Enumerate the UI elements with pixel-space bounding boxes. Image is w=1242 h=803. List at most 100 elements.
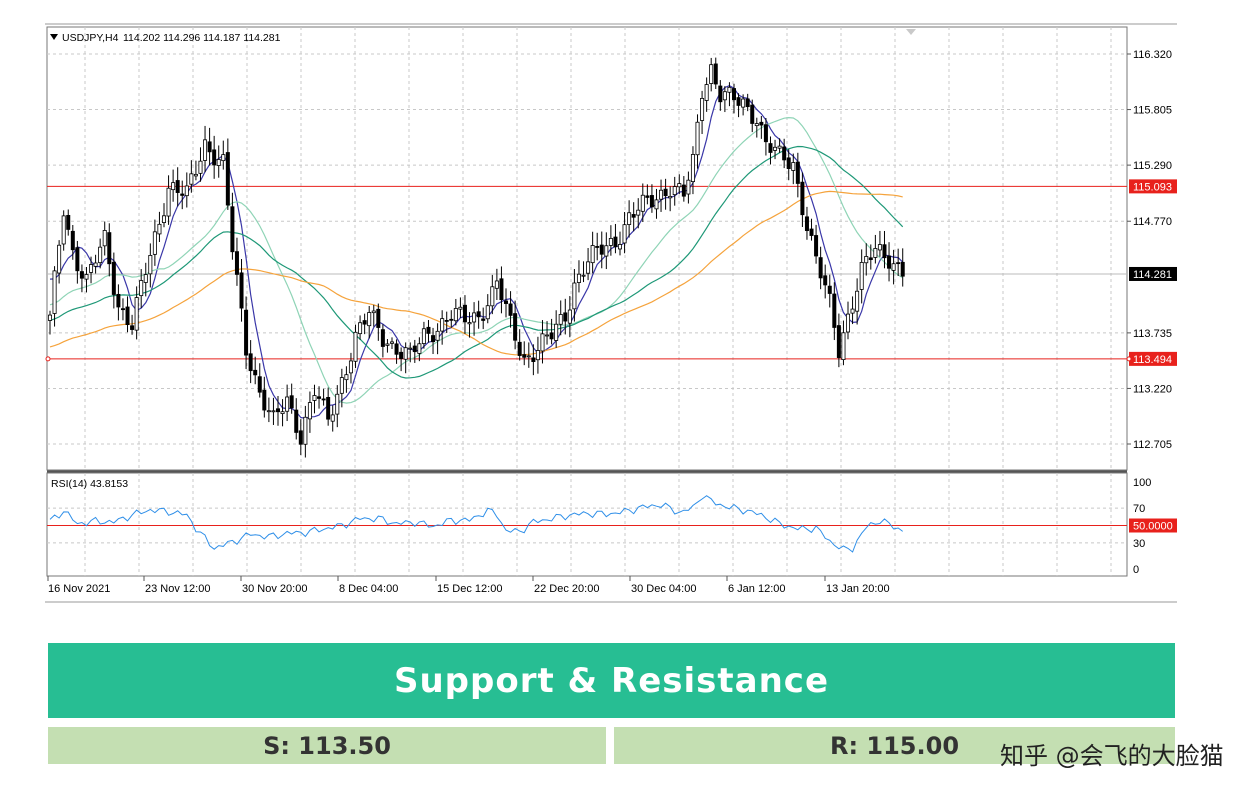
candle-body <box>508 303 513 316</box>
candle-body <box>777 145 782 149</box>
candle-body <box>645 195 650 198</box>
candle-body <box>882 244 887 259</box>
x-tick-label: 15 Dec 12:00 <box>437 583 502 595</box>
ma-long-line <box>49 190 903 356</box>
candle-body <box>216 159 221 166</box>
candle-body <box>426 326 431 334</box>
main-pane <box>46 26 1128 471</box>
candle-body <box>139 280 144 297</box>
candle-body <box>800 181 805 216</box>
candle-body <box>476 311 481 318</box>
candle-body <box>855 290 860 312</box>
candle-body <box>572 282 577 310</box>
candle-body <box>52 270 57 314</box>
ohlc-header: 114.202 114.296 114.187 114.281 <box>123 32 281 44</box>
candle-body <box>827 285 832 294</box>
candle-body <box>70 230 75 251</box>
candle-body <box>239 272 244 309</box>
candle-body <box>230 206 235 253</box>
candle-body <box>98 246 103 264</box>
candle-body <box>763 124 768 143</box>
candle-body <box>431 335 436 343</box>
candle-body <box>768 143 773 153</box>
candle-body <box>864 256 869 264</box>
candle-body <box>613 236 618 248</box>
candle-body <box>773 146 778 151</box>
watermark-text: 知乎 @会飞的大脸猫 <box>1000 742 1224 770</box>
level-label: 113.494 <box>1133 354 1172 366</box>
candle-body <box>663 188 668 197</box>
candle-body <box>513 313 518 341</box>
collapse-triangle-icon[interactable] <box>50 34 58 40</box>
candle-body <box>394 343 399 355</box>
candle-body <box>859 262 864 290</box>
candle-body <box>522 354 527 358</box>
candle-body <box>649 195 654 208</box>
candle-body <box>887 255 892 269</box>
candle-body <box>718 85 723 103</box>
candle-body <box>526 355 531 358</box>
candle-body <box>166 187 171 217</box>
candle-body <box>462 304 467 323</box>
ma-fast-line <box>49 85 904 420</box>
candle-body <box>421 328 426 344</box>
ma-mid-line <box>49 116 904 404</box>
candle-body <box>303 416 308 445</box>
y-tick-label: 115.290 <box>1133 160 1172 172</box>
candle-body <box>732 88 737 101</box>
candle-body <box>809 228 814 236</box>
x-tick-label: 8 Dec 04:00 <box>339 583 398 595</box>
candle-body <box>499 278 504 301</box>
candle-body <box>57 244 62 274</box>
candles <box>48 57 905 458</box>
candle-body <box>668 195 673 199</box>
candle-body <box>622 224 627 244</box>
candle-body <box>207 141 212 153</box>
candle-body <box>417 343 422 354</box>
candle-body <box>266 410 271 413</box>
current-price-badge <box>1129 266 1177 281</box>
candle-body <box>157 223 162 235</box>
candle-body <box>654 199 659 210</box>
candle-body <box>535 350 540 361</box>
ma-slow-line <box>49 145 904 379</box>
candle-body <box>440 318 445 332</box>
candle-body <box>171 182 176 191</box>
candle-body <box>198 160 203 174</box>
level-anchor <box>1126 356 1132 362</box>
candle-body <box>180 193 185 196</box>
candle-body <box>262 389 267 411</box>
candle-body <box>759 121 764 126</box>
candle-body <box>116 293 121 308</box>
candle-body <box>818 257 823 279</box>
candle-body <box>540 333 545 352</box>
candle-body <box>795 161 800 184</box>
rsi-axis: 100 70 30 0 50.0000 <box>1129 477 1177 576</box>
banner-title: Support & Resistance <box>393 660 830 701</box>
candle-body <box>335 393 340 415</box>
candle-body <box>280 411 285 415</box>
candle-body <box>517 341 522 356</box>
rsi-tick-label: 30 <box>1133 538 1145 550</box>
candle-body <box>93 262 98 267</box>
candle-body <box>444 320 449 322</box>
candle-body <box>704 84 709 101</box>
candle-body <box>248 353 253 372</box>
candle-body <box>868 257 873 260</box>
candle-body <box>453 308 458 322</box>
candle-body <box>814 235 819 257</box>
candle-body <box>700 97 705 121</box>
candle-body <box>850 308 855 314</box>
candle-body <box>741 98 746 108</box>
candle-body <box>604 245 609 257</box>
candle-body <box>659 189 664 200</box>
candle-body <box>900 261 905 277</box>
candle-body <box>727 86 732 93</box>
candle-body <box>836 325 841 358</box>
candle-body <box>891 263 896 271</box>
candle-body <box>786 157 791 170</box>
candle-body <box>253 369 258 376</box>
candle-body <box>79 271 84 279</box>
candle-body <box>385 343 390 346</box>
candle-body <box>298 430 303 445</box>
